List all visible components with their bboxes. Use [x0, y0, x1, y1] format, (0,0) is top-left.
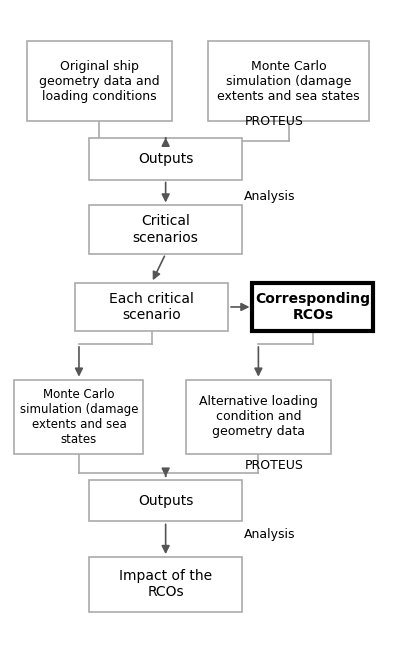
Text: Monte Carlo
simulation (damage
extents and sea states: Monte Carlo simulation (damage extents a… — [217, 60, 360, 103]
Text: PROTEUS: PROTEUS — [244, 458, 303, 472]
FancyBboxPatch shape — [89, 557, 242, 612]
FancyBboxPatch shape — [208, 41, 369, 122]
Text: Impact of the
RCOs: Impact of the RCOs — [119, 569, 212, 599]
Text: PROTEUS: PROTEUS — [244, 115, 303, 128]
FancyBboxPatch shape — [75, 283, 228, 331]
FancyBboxPatch shape — [26, 41, 172, 122]
Text: Outputs: Outputs — [138, 152, 193, 165]
FancyBboxPatch shape — [252, 283, 373, 331]
FancyBboxPatch shape — [89, 480, 242, 521]
Text: Original ship
geometry data and
loading conditions: Original ship geometry data and loading … — [39, 60, 160, 103]
Text: Analysis: Analysis — [244, 190, 296, 202]
Text: Outputs: Outputs — [138, 493, 193, 507]
Text: Monte Carlo
simulation (damage
extents and sea
states: Monte Carlo simulation (damage extents a… — [20, 388, 138, 446]
Text: Analysis: Analysis — [244, 528, 296, 541]
Text: Each critical
scenario: Each critical scenario — [109, 292, 194, 322]
FancyBboxPatch shape — [89, 138, 242, 179]
Text: Critical
scenarios: Critical scenarios — [133, 214, 199, 245]
Text: Corresponding
RCOs: Corresponding RCOs — [255, 292, 370, 322]
FancyBboxPatch shape — [89, 206, 242, 254]
Text: Alternative loading
condition and
geometry data: Alternative loading condition and geomet… — [199, 395, 318, 438]
FancyBboxPatch shape — [14, 380, 144, 454]
FancyBboxPatch shape — [186, 380, 331, 454]
